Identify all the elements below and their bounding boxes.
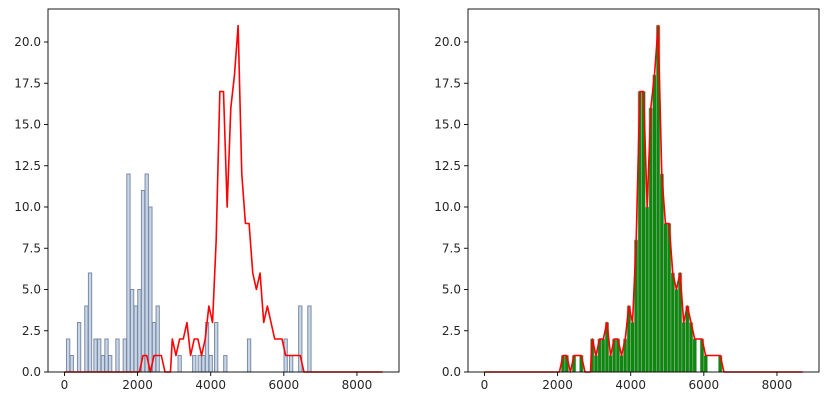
histogram-bar — [69, 355, 74, 373]
y-tick-label: 2.5 — [22, 324, 41, 338]
y-tick-label: 7.5 — [22, 241, 41, 255]
y-tick-label: 17.5 — [434, 76, 461, 90]
histogram-bar — [685, 305, 690, 373]
histogram-bar — [129, 289, 135, 373]
y-tick-label: 0.0 — [22, 365, 41, 379]
x-tick-label: 2000 — [542, 378, 573, 392]
histogram-bar — [681, 322, 686, 373]
y-tick-label: 12.5 — [14, 159, 41, 173]
histogram-bar — [223, 355, 228, 373]
histogram-bar — [108, 355, 113, 373]
bar-group — [560, 25, 723, 373]
histogram-bar — [140, 190, 146, 373]
x-tick-label: 8000 — [342, 378, 373, 392]
y-tick-label: 20.0 — [14, 35, 41, 49]
x-tick-label: 0 — [481, 378, 489, 392]
y-tick-label: 0.0 — [442, 365, 461, 379]
histogram-bar — [76, 322, 82, 373]
y-tick-label: 15.0 — [14, 118, 41, 132]
right-histogram-panel: 0 2000 4000 6000 8000 0.0 2.5 5.0 7.5 10.0 12.5 15.… — [434, 8, 820, 392]
y-tick-label: 7.5 — [442, 241, 461, 255]
histogram-bar — [659, 173, 664, 373]
histogram-bar — [214, 322, 219, 373]
histogram-bar — [133, 305, 138, 373]
axes-frame — [47, 8, 400, 373]
histogram-bar — [84, 305, 89, 373]
y-tick-label: 5.0 — [442, 283, 461, 297]
histogram-bar — [289, 355, 294, 373]
histogram-bar — [674, 289, 679, 373]
histogram-bar — [692, 338, 697, 373]
histogram-bar — [601, 338, 606, 373]
histogram-bar — [126, 173, 131, 373]
histogram-bar — [192, 355, 197, 373]
histogram-bar — [652, 74, 657, 373]
y-tick-label: 5.0 — [22, 283, 41, 297]
y-tick-label: 12.5 — [434, 159, 461, 173]
y-tick-label: 10.0 — [14, 200, 41, 214]
histogram-bar — [148, 206, 153, 373]
histogram-bar — [115, 338, 120, 373]
y-tick-label: 20.0 — [434, 35, 461, 49]
histogram-bar — [663, 223, 668, 373]
left-histogram-panel: 0 2000 4000 6000 8000 0.0 2.5 5.0 7.5 10.0 12.5 15.… — [14, 8, 400, 392]
x-tick-label: 4000 — [615, 378, 646, 392]
x-tick-label: 6000 — [689, 378, 720, 392]
y-tick-label: 17.5 — [14, 76, 41, 90]
histogram-bar — [93, 338, 98, 373]
x-tick-label: 0 — [61, 378, 69, 392]
histogram-bar — [197, 355, 202, 373]
histogram-bar — [122, 338, 127, 373]
y-tick-label: 2.5 — [442, 324, 461, 338]
histogram-bar — [65, 338, 71, 373]
histogram-bar — [630, 322, 635, 373]
histogram-bar — [104, 338, 109, 373]
density-line — [64, 24, 383, 373]
histogram-bar — [670, 272, 675, 373]
histogram-bar — [87, 272, 93, 373]
histogram-bar — [608, 355, 613, 373]
x-tick-label: 8000 — [762, 378, 793, 392]
x-tick-label: 6000 — [269, 378, 300, 392]
histogram-bar — [151, 322, 157, 373]
histogram-bar — [100, 355, 105, 373]
y-tick-label: 15.0 — [434, 118, 461, 132]
histogram-bar — [593, 355, 599, 373]
histogram-bar — [177, 355, 182, 373]
y-tick-label: 10.0 — [434, 200, 461, 214]
histogram-bar — [97, 338, 102, 373]
axes-frame — [467, 8, 820, 373]
histogram-bar — [137, 289, 142, 373]
x-tick-label: 2000 — [122, 378, 153, 392]
histogram-bar — [246, 338, 252, 373]
histogram-bar — [155, 305, 160, 373]
histogram-bar — [307, 305, 312, 373]
histogram-bar — [144, 173, 149, 373]
histogram-bar — [645, 206, 650, 373]
histogram-bar — [703, 355, 708, 373]
histogram-bar — [208, 355, 213, 373]
histogram-bar — [619, 355, 624, 373]
x-tick-label: 4000 — [195, 378, 226, 392]
bar-group — [65, 173, 312, 373]
histogram-bar — [201, 355, 206, 373]
